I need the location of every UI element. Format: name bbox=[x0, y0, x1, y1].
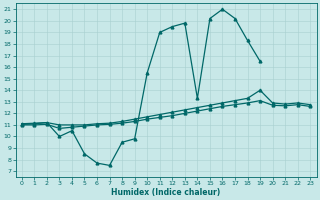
X-axis label: Humidex (Indice chaleur): Humidex (Indice chaleur) bbox=[111, 188, 221, 197]
